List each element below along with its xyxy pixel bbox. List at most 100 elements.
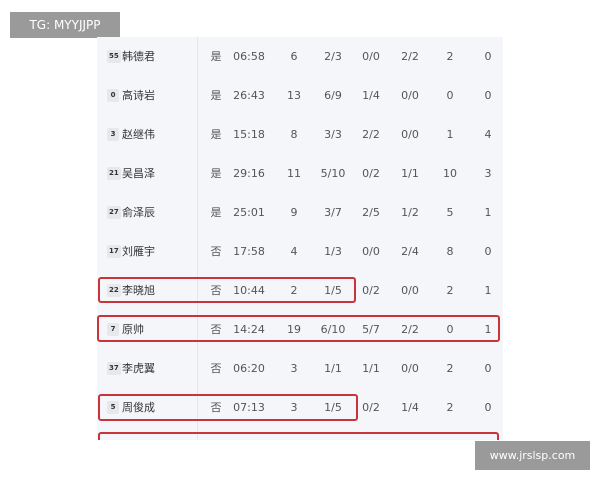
player-name: 吴昌泽	[122, 167, 155, 180]
cell-ast: 1	[484, 206, 492, 219]
cell-reb: 2	[446, 50, 454, 63]
jersey-number: 17	[107, 245, 121, 258]
cell-tp: 5/7	[362, 323, 380, 336]
cell-time: 06:58	[233, 50, 265, 63]
table-row: 5 周俊成 否 07:13 3 1/5 0/2 1/4 2 0	[97, 388, 503, 427]
cell-ft: 0/0	[401, 128, 419, 141]
cell-ast: 0	[484, 50, 492, 63]
cell-ast: 0	[484, 89, 492, 102]
table-row: 0 高诗岩是 26:43 13 6/9 1/4 0/0 0 0	[97, 76, 503, 115]
cell-reb: 2	[446, 401, 454, 414]
cell-tp: 0/2	[362, 167, 380, 180]
cell-pts: 3	[290, 401, 298, 414]
highlight-box-row-10	[98, 394, 358, 421]
table-row: 17 刘雁宇 否 17:58 4 1/3 0/0 2/4 8 0	[97, 232, 503, 271]
cell-starter: 否	[210, 401, 222, 414]
cell-fg: 1/5	[324, 284, 342, 297]
cell-starter: 是	[210, 128, 222, 141]
cell-time: 07:13	[233, 401, 265, 414]
cell-starter: 是	[210, 167, 222, 180]
cell-reb: 2	[446, 362, 454, 375]
cell-reb: 8	[446, 245, 454, 258]
player-name: 赵继伟	[122, 128, 155, 141]
highlight-box-row-7	[98, 277, 356, 303]
cell-fg: 2/3	[324, 50, 342, 63]
cell-ft: 1/4	[401, 401, 419, 414]
cell-reb: 5	[446, 206, 454, 219]
cell-fg: 6/10	[320, 323, 346, 336]
cell-pts: 3	[290, 362, 298, 375]
player-name: 原帅	[122, 323, 144, 336]
cell-tp: 2/2	[362, 128, 380, 141]
cell-time: 15:18	[233, 128, 265, 141]
player-name: 李虎翼	[122, 362, 155, 375]
player-name: 俞泽辰	[122, 206, 155, 219]
cell-ast: 1	[484, 323, 492, 336]
cell-pts: 19	[287, 323, 301, 336]
cell-ast: 4	[484, 128, 492, 141]
cell-tp: 1/4	[362, 89, 380, 102]
cell-ft: 1/2	[401, 206, 419, 219]
cell-pts: 11	[287, 167, 301, 180]
table-row: 22 李晓旭 否 10:44 2 1/5 0/2 0/0 2 1	[97, 271, 503, 310]
player-name: 周俊成	[122, 401, 155, 414]
cell-starter: 否	[210, 245, 222, 258]
cell-fg: 3/7	[324, 206, 342, 219]
table-row: 37 李虎翼 否 06:20 3 1/1 1/1 0/0 2 0	[97, 349, 503, 388]
cell-ft: 2/2	[401, 323, 419, 336]
jersey-number: 0	[107, 89, 119, 102]
cell-ft: 0/0	[401, 362, 419, 375]
cell-ft: 2/2	[401, 50, 419, 63]
watermark-bottom: www.jrslsp.com	[475, 441, 590, 470]
cell-ast: 0	[484, 401, 492, 414]
cell-pts: 6	[290, 50, 298, 63]
cell-ast: 0	[484, 245, 492, 258]
jersey-number: 21	[107, 167, 121, 180]
cell-fg: 6/9	[324, 89, 342, 102]
cell-starter: 否	[210, 284, 222, 297]
cell-starter: 否	[210, 362, 222, 375]
cell-tp: 2/5	[362, 206, 380, 219]
cell-pts: 2	[290, 284, 298, 297]
cell-tp: 0/2	[362, 284, 380, 297]
cell-reb: 0	[446, 89, 454, 102]
table-row: 3 赵继伟 是 15:18 8 3/3 2/2 0/0 1 4	[97, 115, 503, 154]
player-name: 韩德君	[122, 50, 155, 63]
cell-fg: 1/1	[324, 362, 342, 375]
cell-time: 26:43	[233, 89, 265, 102]
jersey-number: 3	[107, 128, 119, 141]
cell-fg: 5/10	[320, 167, 346, 180]
watermark-top: TG: MYYJJPP	[10, 12, 120, 38]
jersey-number: 55	[107, 50, 121, 63]
cell-ft: 0/0	[401, 284, 419, 297]
stats-table: 55 韩德君是 06:58 6 2/3 0/0 2/2 2 0 0 高诗岩是 26:43 13 6/9 1/…	[97, 37, 503, 440]
cell-tp: 0/0	[362, 245, 380, 258]
cell-tp: 0/0	[362, 50, 380, 63]
player-name: 刘雁宇	[122, 245, 155, 258]
table-row: 55 韩德君 是 06:58 6 2/3 0/0 2/2 2 0	[97, 37, 503, 76]
jersey-number: 5	[107, 401, 119, 414]
table-row: 27 俞泽辰 是 25:01 9 3/7 2/5 1/2 5 1	[97, 193, 503, 232]
cell-reb: 2	[446, 284, 454, 297]
cell-starter: 是	[210, 50, 222, 63]
player-name: 李晓旭	[122, 284, 155, 297]
jersey-number: 37	[107, 362, 121, 375]
cell-starter: 是	[210, 206, 222, 219]
jersey-number: 7	[107, 323, 119, 336]
table-row: 7 原帅 否 14:24 19 6/10 5/7 2/2 0 1	[97, 310, 503, 349]
cell-fg: 3/3	[324, 128, 342, 141]
jersey-number: 27	[107, 206, 121, 219]
highlight-box-row-8	[97, 315, 500, 342]
cell-fg: 1/5	[324, 401, 342, 414]
cell-tp: 1/1	[362, 362, 380, 375]
cell-fg: 1/3	[324, 245, 342, 258]
cell-ft: 2/4	[401, 245, 419, 258]
cell-time: 10:44	[233, 284, 265, 297]
cell-pts: 4	[290, 245, 298, 258]
table-row: 21 吴昌泽 是 29:16 11 5/10 0/2 1/1 10 3	[97, 154, 503, 193]
cell-starter: 是	[210, 89, 222, 102]
cell-reb: 0	[446, 323, 454, 336]
cell-ast: 1	[484, 284, 492, 297]
player-name: 高诗岩	[122, 89, 155, 102]
cell-ft: 0/0	[401, 89, 419, 102]
